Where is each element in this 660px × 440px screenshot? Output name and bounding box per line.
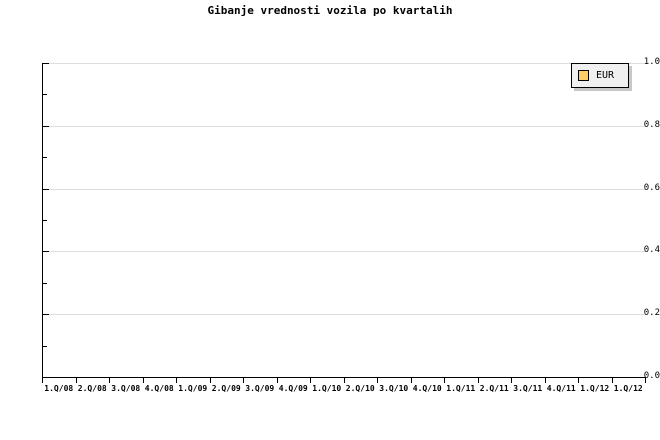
x-axis-tick xyxy=(578,378,579,383)
chart-title: Gibanje vrednosti vozila po kvartalih xyxy=(207,4,453,17)
x-axis-tick xyxy=(143,378,144,383)
x-axis-tick xyxy=(377,378,378,383)
x-axis-tick-label: 3.Q/08 xyxy=(111,384,141,393)
x-axis-tick-label: 2.Q/11 xyxy=(479,384,509,393)
legend-label-eur: EUR xyxy=(596,70,615,81)
gridline-y xyxy=(42,251,645,253)
y-axis-minor-tick xyxy=(43,220,47,221)
x-axis-tick-label: 3.Q/09 xyxy=(245,384,275,393)
x-axis-tick xyxy=(545,378,546,383)
x-axis-tick-label: 3.Q/11 xyxy=(513,384,543,393)
x-axis-tick xyxy=(444,378,445,383)
x-axis-tick-label: 2.Q/08 xyxy=(77,384,107,393)
y-axis-minor-tick xyxy=(43,157,47,159)
y-axis-tick-label: 1.0 xyxy=(643,57,660,67)
chart-legend[interactable]: EUR xyxy=(571,63,629,88)
x-axis-tick-label: 3.Q/10 xyxy=(379,384,409,393)
x-axis-tick xyxy=(109,378,110,383)
x-axis-tick-label: 4.Q/11 xyxy=(546,384,576,393)
x-axis-tick-label: 4.Q/10 xyxy=(412,384,442,393)
x-axis-spine xyxy=(42,377,646,378)
y-axis-minor-tick xyxy=(43,345,47,347)
x-axis-tick-label: 4.Q/09 xyxy=(278,384,308,393)
x-axis-tick-label: 1.Q/12 xyxy=(580,384,610,393)
x-axis-tick xyxy=(478,378,479,383)
x-axis-tick xyxy=(176,378,177,383)
x-axis-tick xyxy=(243,378,244,383)
y-axis-tick-label: 0.6 xyxy=(643,182,660,193)
y-axis-tick-label: 0.4 xyxy=(643,245,660,256)
x-axis-tick xyxy=(42,378,43,383)
x-axis-tick xyxy=(645,378,646,383)
x-axis-tick-label: 1.Q/09 xyxy=(178,384,208,393)
gridline-y xyxy=(42,314,645,316)
x-axis-tick xyxy=(411,378,412,383)
x-axis-tick-label: 2.Q/09 xyxy=(211,384,241,393)
x-axis-tick-label: 1.Q/12 xyxy=(613,384,643,393)
y-axis-tick-label: 0.8 xyxy=(643,119,660,130)
y-axis-minor-tick xyxy=(43,282,47,284)
x-axis-tick-label: 1.Q/11 xyxy=(446,384,476,393)
gridline-y xyxy=(42,188,645,190)
x-axis-tick-label: 4.Q/08 xyxy=(144,384,174,393)
x-axis-tick xyxy=(511,378,512,383)
y-axis-tick xyxy=(43,125,49,127)
y-axis-tick xyxy=(43,188,49,190)
x-axis-tick xyxy=(277,378,278,383)
gridline-y xyxy=(42,63,645,64)
y-axis-tick-label: 0.0 xyxy=(643,371,660,381)
x-axis-tick-label: 1.Q/10 xyxy=(312,384,342,393)
x-axis-tick xyxy=(210,378,211,383)
x-axis-tick-label: 2.Q/10 xyxy=(345,384,375,393)
y-axis-tick xyxy=(43,63,49,64)
y-axis-tick xyxy=(43,377,49,378)
y-axis-tick xyxy=(43,314,49,316)
x-axis-tick xyxy=(310,378,311,383)
plot-area xyxy=(42,63,645,378)
x-axis-tick xyxy=(612,378,613,383)
x-axis-tick-label: 1.Q/08 xyxy=(44,384,74,393)
x-axis-tick xyxy=(344,378,345,383)
gridline-y xyxy=(42,125,645,127)
legend-swatch-eur xyxy=(578,70,589,81)
y-axis-tick xyxy=(43,251,49,253)
y-axis-minor-tick xyxy=(43,94,47,96)
y-axis-tick-label: 0.2 xyxy=(643,308,660,319)
x-axis-tick xyxy=(76,378,77,383)
y-axis-spine xyxy=(42,63,43,378)
